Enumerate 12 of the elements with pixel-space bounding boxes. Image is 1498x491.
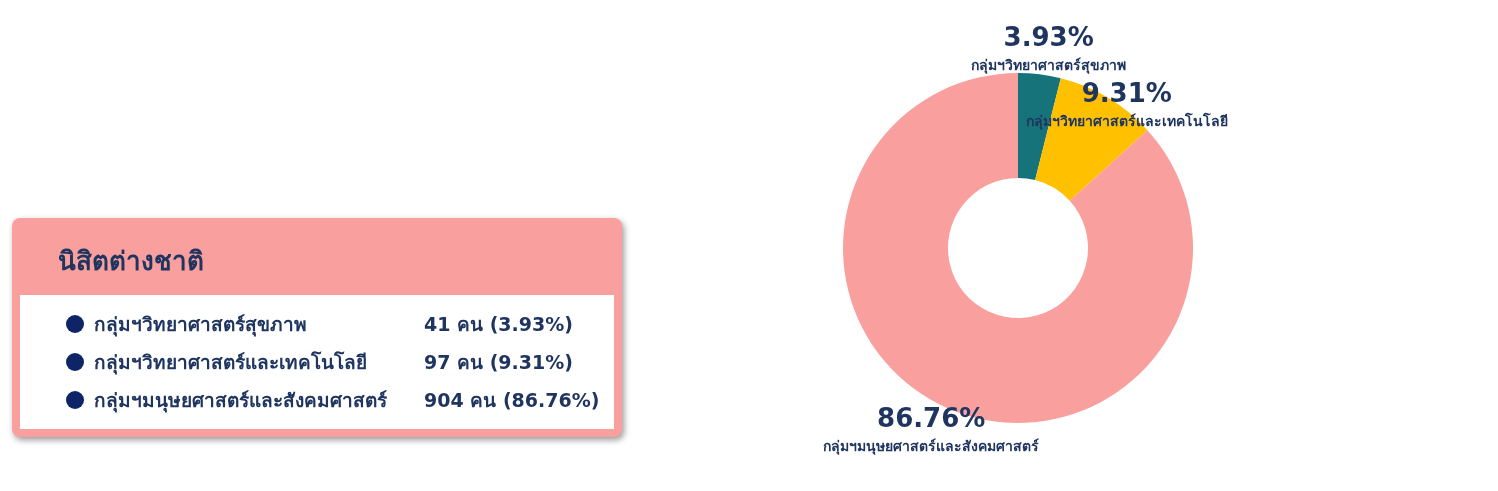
category-label: กลุ่มฯวิทยาศาสตร์สุขภาพ	[94, 313, 307, 335]
text: 41 คน (3.93%)	[424, 312, 574, 337]
data-label: 3.93%	[1003, 21, 1094, 52]
text: 904 คน (86.76%)	[424, 388, 601, 413]
slice-label: กลุ่มฯวิทยาศาสตร์สุขภาพ	[971, 56, 1127, 74]
data-label: 86.76%	[877, 402, 986, 433]
category-label: กลุ่มฯวิทยาศาสตร์และเทคโนโลยี	[94, 351, 367, 373]
text: นิสิตต่างชาติ	[57, 245, 205, 278]
slice-label: กลุ่มฯมนุษยศาสตร์และสังคมศาสตร์	[823, 437, 1040, 455]
category-label: กลุ่มฯมนุษยศาสตร์และสังคมศาสตร์	[94, 389, 387, 411]
slice-label: กลุ่มฯวิทยาศาสตร์และเทคโนโลยี	[1025, 111, 1228, 130]
text: 97 คน (9.31%)	[424, 350, 574, 375]
